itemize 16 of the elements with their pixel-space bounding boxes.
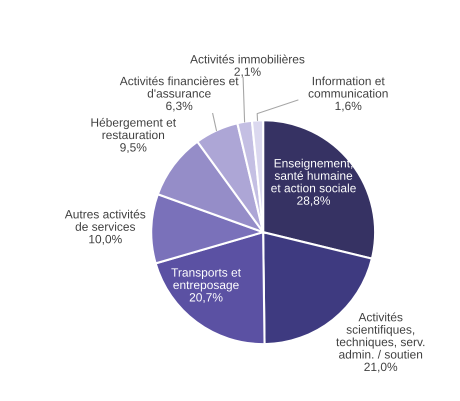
data-label: 21,0%	[364, 362, 398, 372]
slice-label: Enseignement, santé humaine et action sociale	[271, 158, 356, 192]
data-label: 28,8%	[297, 196, 330, 206]
data-label: 9,5%	[120, 143, 146, 154]
slice-label: Autres activités de services	[64, 210, 146, 231]
slice-label: Hébergement et restauration	[91, 118, 176, 140]
slice-label: Activités immobilières	[190, 54, 304, 64]
slice-label: Activités scientifiques, techniques, serv. admin. / soutien	[336, 312, 424, 359]
data-label: 2,1%	[234, 67, 261, 78]
data-label: 20,7%	[190, 293, 223, 303]
data-label: 6,3%	[166, 102, 192, 112]
data-label: 1,6%	[336, 102, 362, 112]
slice-label: Transports et entreposage	[171, 268, 241, 292]
slice-label: Information et communication	[308, 76, 388, 98]
slice-label: Activités financières et d'assurance	[120, 76, 239, 98]
data-label: 10,0%	[89, 234, 122, 245]
